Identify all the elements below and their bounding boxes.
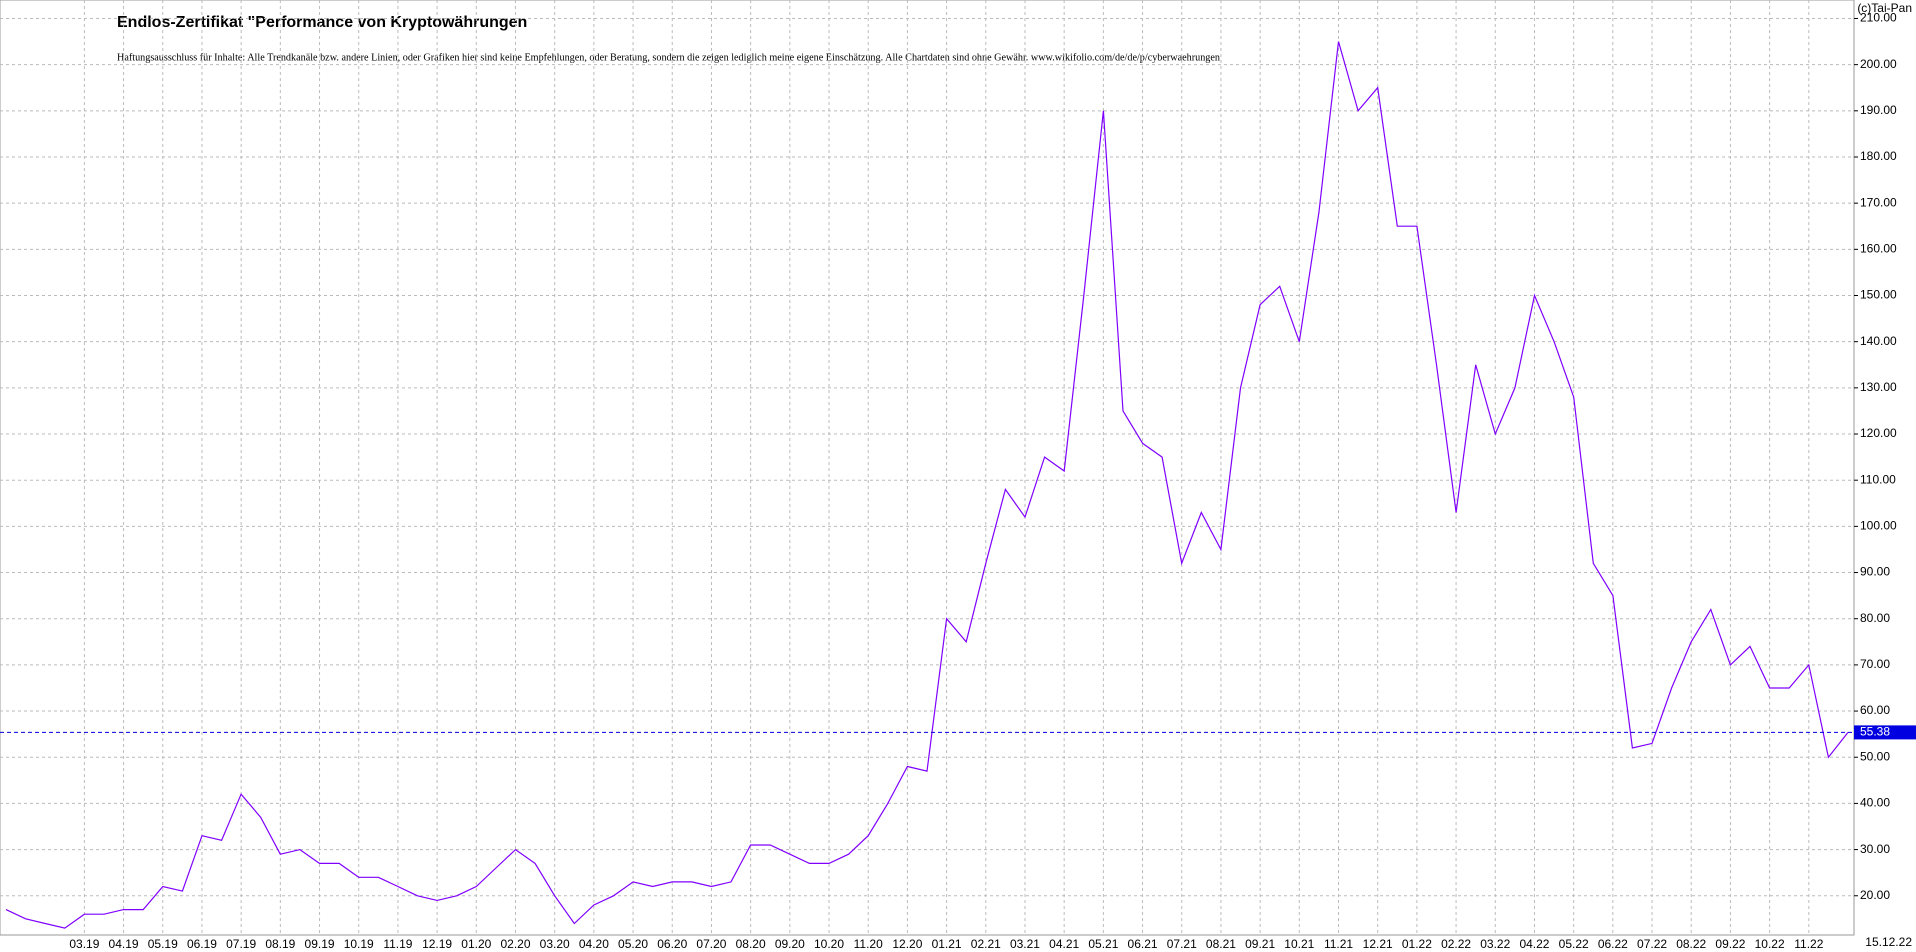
x-tick-label: 09.21 <box>1245 937 1275 951</box>
x-tick-label: 07.19 <box>226 937 256 951</box>
y-tick-label: 50.00 <box>1860 749 1890 763</box>
x-tick-label: 08.21 <box>1206 937 1236 951</box>
x-tick-label: 02.21 <box>971 937 1001 951</box>
current-value-label: 55.38 <box>1860 725 1890 739</box>
x-tick-label: 03.21 <box>1010 937 1040 951</box>
y-tick-label: 40.00 <box>1860 796 1890 810</box>
y-tick-label: 200.00 <box>1860 57 1897 71</box>
y-tick-label: 170.00 <box>1860 195 1897 209</box>
current-value-box <box>1854 725 1916 740</box>
y-tick-label: 60.00 <box>1860 703 1890 717</box>
x-tick-label: 11.19 <box>383 937 412 951</box>
x-tick-label: 11.21 <box>1324 937 1353 951</box>
y-tick-label: 130.00 <box>1860 380 1897 394</box>
x-tick-label: 08.20 <box>736 937 766 951</box>
x-tick-label: 10.19 <box>344 937 374 951</box>
x-tick-label: 12.19 <box>422 937 452 951</box>
y-tick-label: 20.00 <box>1860 888 1890 902</box>
x-tick-label: 03.22 <box>1480 937 1510 951</box>
chart-title: Endlos-Zertifikat "Performance von Krypt… <box>117 14 527 31</box>
y-tick-label: 100.00 <box>1860 519 1897 533</box>
price-line <box>5 41 1849 929</box>
x-tick-label: 01.20 <box>461 937 491 951</box>
x-tick-label: 07.22 <box>1637 937 1667 951</box>
x-tick-label: 11.22 <box>1794 937 1823 951</box>
x-tick-label: 05.19 <box>148 937 178 951</box>
x-tick-label: 07.21 <box>1167 937 1197 951</box>
x-tick-label: 04.21 <box>1049 937 1079 951</box>
x-tick-label: 03.19 <box>69 937 99 951</box>
y-tick-label: 160.00 <box>1860 242 1897 256</box>
x-tick-label: 09.19 <box>305 937 335 951</box>
x-tick-label: 03.20 <box>540 937 570 951</box>
x-tick-label: 09.22 <box>1715 937 1745 951</box>
y-tick-label: 180.00 <box>1860 149 1897 163</box>
x-tick-label: 04.20 <box>579 937 609 951</box>
x-tick-label: 04.22 <box>1519 937 1549 951</box>
x-tick-label: 12.20 <box>892 937 922 951</box>
copyright: (c)Tai-Pan <box>1857 1 1912 15</box>
y-tick-label: 210.00 <box>1860 11 1897 25</box>
y-tick-label: 140.00 <box>1860 334 1897 348</box>
y-tick-label: 80.00 <box>1860 611 1890 625</box>
y-tick-label: 70.00 <box>1860 657 1890 671</box>
y-tick-label: 120.00 <box>1860 426 1897 440</box>
y-tick-label: 150.00 <box>1860 288 1897 302</box>
x-tick-label: 09.20 <box>775 937 805 951</box>
x-tick-label: 05.22 <box>1559 937 1589 951</box>
x-tick-label: 10.21 <box>1284 937 1314 951</box>
y-tick-label: 90.00 <box>1860 565 1890 579</box>
x-tick-label: 11.20 <box>854 937 883 951</box>
y-tick-label: 110.00 <box>1860 472 1896 486</box>
x-tick-label: 07.20 <box>696 937 726 951</box>
x-tick-label: 08.22 <box>1676 937 1706 951</box>
y-tick-label: 190.00 <box>1860 103 1897 117</box>
x-tick-label: 01.21 <box>932 937 962 951</box>
plot-area <box>0 0 1855 936</box>
x-tick-label: 04.19 <box>109 937 139 951</box>
x-tick-label: 02.20 <box>500 937 530 951</box>
x-tick-label: 06.21 <box>1128 937 1158 951</box>
x-tick-label: 08.19 <box>265 937 295 951</box>
disclaimer: Haftungsausschluss für Inhalte: Alle Tre… <box>117 52 1220 63</box>
x-tick-label: 02.22 <box>1441 937 1471 951</box>
date-label: 15.12.22 <box>1865 935 1912 949</box>
x-tick-label: 05.21 <box>1088 937 1118 951</box>
x-tick-label: 01.22 <box>1402 937 1432 951</box>
x-tick-label: 06.22 <box>1598 937 1628 951</box>
x-tick-label: 05.20 <box>618 937 648 951</box>
x-tick-label: 10.22 <box>1755 937 1785 951</box>
x-tick-label: 06.20 <box>657 937 687 951</box>
x-tick-label: 10.20 <box>814 937 844 951</box>
x-tick-label: 06.19 <box>187 937 217 951</box>
x-tick-label: 12.21 <box>1363 937 1393 951</box>
y-tick-label: 30.00 <box>1860 842 1890 856</box>
